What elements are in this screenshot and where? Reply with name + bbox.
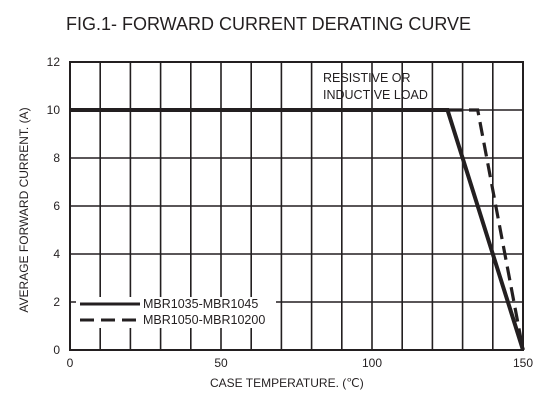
x-tick-label: 50 bbox=[214, 356, 228, 370]
y-tick-label: 12 bbox=[47, 55, 61, 69]
legend-label-series-1: MBR1035-MBR1045 bbox=[143, 297, 258, 311]
x-tick-label: 0 bbox=[67, 356, 74, 370]
load-note-line-2: INDUCTIVE LOAD bbox=[323, 88, 428, 102]
plot-border bbox=[69, 61, 524, 351]
y-tick-label: 6 bbox=[53, 199, 60, 213]
y-tick-label: 8 bbox=[53, 151, 60, 165]
legend: MBR1035-MBR1045 MBR1050-MBR10200 bbox=[76, 297, 276, 328]
x-axis-label: CASE TEMPERATURE. (℃) bbox=[210, 376, 364, 390]
legend-background bbox=[76, 297, 276, 328]
series-lines bbox=[70, 108, 525, 351]
chart-title: FIG.1- FORWARD CURRENT DERATING CURVE bbox=[66, 14, 471, 34]
tick-labels: 0 2 4 6 8 10 12 0 50 100 150 bbox=[47, 55, 534, 370]
y-tick-label: 2 bbox=[53, 295, 60, 309]
x-tick-label: 150 bbox=[513, 356, 533, 370]
y-tick-label: 4 bbox=[53, 247, 60, 261]
plot-frame bbox=[69, 61, 524, 351]
y-tick-label: 0 bbox=[53, 343, 60, 357]
y-axis-label: AVERAGE FORWARD CURRENT. (A) bbox=[17, 107, 31, 312]
x-tick-label: 100 bbox=[362, 356, 382, 370]
y-tick-label: 10 bbox=[47, 103, 61, 117]
series-line-1 bbox=[70, 108, 525, 351]
legend-label-series-2: MBR1050-MBR10200 bbox=[143, 313, 265, 327]
load-note-line-1: RESISTIVE OR bbox=[323, 71, 411, 85]
series-line-2 bbox=[70, 108, 525, 351]
